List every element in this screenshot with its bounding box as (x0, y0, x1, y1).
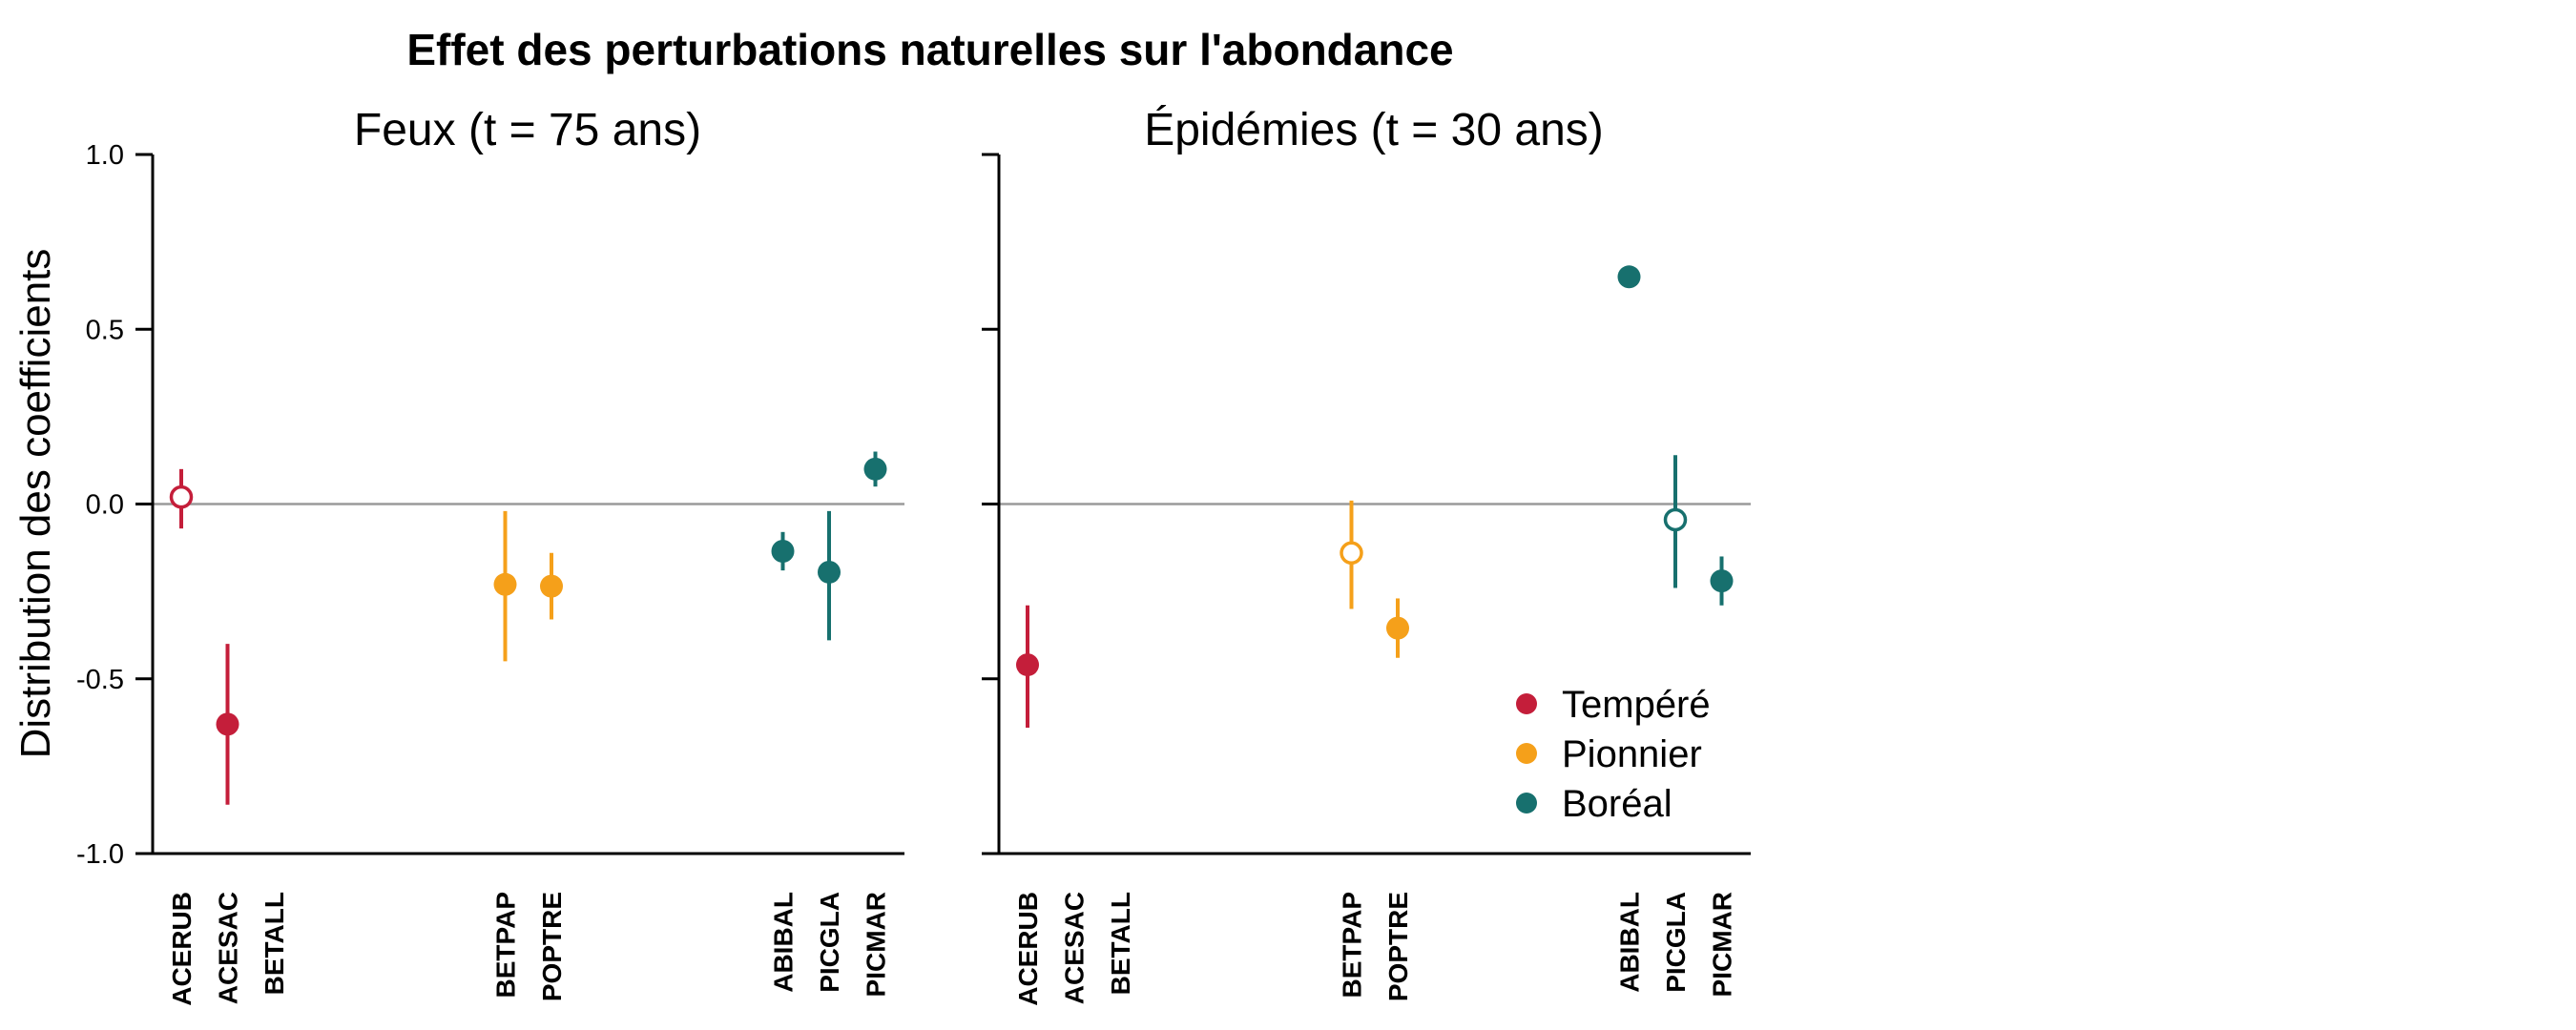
x-tick-label: PICGLA (1661, 892, 1691, 993)
point-abibal (1617, 265, 1641, 289)
x-tick-label: ACERUB (1013, 892, 1043, 1006)
x-tick-label: BETPAP (491, 892, 521, 999)
y-tick-label: 1.0 (86, 140, 124, 171)
x-tick-label: ACERUB (167, 892, 197, 1006)
point-acerub (169, 484, 194, 509)
legend-marker (1516, 693, 1537, 714)
point-betpap (493, 572, 517, 596)
panels: Feux (t = 75 ans) 1.0 0.5 0.0 -0.5 -1.0 ACERUB… (76, 105, 1751, 1006)
x-tick-label: PICGLA (815, 892, 844, 993)
point-picgla (1663, 507, 1688, 532)
x-tick-label: PICMAR (862, 892, 891, 997)
y-tick-label: 0.5 (86, 315, 124, 345)
panel-title: Épidémies (t = 30 ans) (1144, 105, 1604, 155)
legend-marker (1516, 793, 1537, 814)
point-poptre (540, 574, 563, 598)
point-picgla (818, 560, 841, 584)
point-abibal (771, 539, 795, 563)
y-tick-label: -1.0 (76, 839, 124, 870)
x-tick-label: ACESAC (1060, 892, 1090, 1004)
legend-label: Boréal (1562, 783, 1672, 825)
y-axis-label: Distribution des coefficients (12, 249, 59, 759)
y-tick-label: 0.0 (86, 490, 124, 521)
point-picmar (1710, 569, 1734, 593)
panel-1: Feux (t = 75 ans) 1.0 0.5 0.0 -0.5 -1.0 ACERUB… (76, 105, 904, 1006)
y-tick-label: -0.5 (76, 665, 124, 695)
legend-marker (1516, 743, 1537, 764)
point-picmar (863, 457, 887, 481)
x-tick-label: POPTRE (537, 892, 567, 1001)
point-acerub (1016, 653, 1039, 677)
x-tick-label: PICMAR (1708, 892, 1737, 997)
point-acesac (216, 712, 239, 736)
chart-title: Effet des perturbations naturelles sur l… (406, 25, 1453, 74)
panel-title: Feux (t = 75 ans) (354, 105, 701, 155)
x-tick-label: POPTRE (1383, 892, 1413, 1001)
panel-2: Épidémies (t = 30 ans) ACERUB ACESAC BETALL… (982, 105, 1751, 1006)
legend-label: Tempéré (1562, 684, 1711, 726)
point-betpap (1340, 541, 1363, 566)
x-tick-label: BETALL (260, 892, 289, 995)
x-tick-label: BETALL (1106, 892, 1135, 995)
x-tick-label: ACESAC (214, 892, 243, 1004)
x-tick-label: ABIBAL (1615, 892, 1645, 993)
x-tick-label: ABIBAL (769, 892, 799, 993)
point-poptre (1386, 616, 1409, 640)
legend: Tempéré Pionnier Boréal (1516, 684, 1711, 825)
legend-label: Pionnier (1562, 733, 1702, 775)
x-tick-label: BETPAP (1338, 892, 1367, 999)
